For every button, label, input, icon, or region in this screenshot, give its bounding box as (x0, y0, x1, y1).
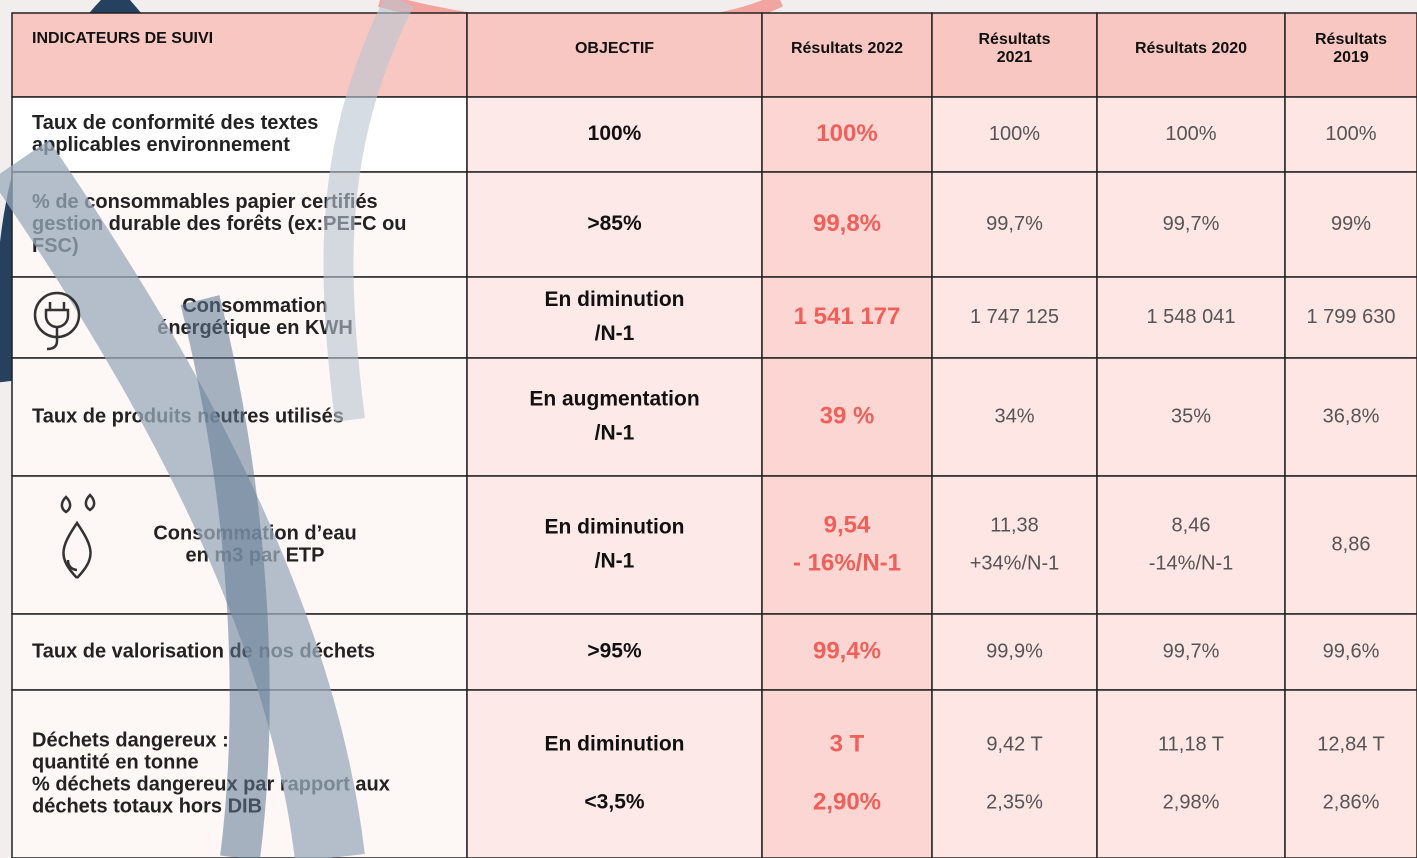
table-cell (467, 690, 762, 858)
cell-text: -14%/N-1 (1149, 552, 1233, 574)
slide: INDICATEURS DE SUIVI OBJECTIF Résultats 20… (0, 0, 1417, 858)
header-text: Résultats 2022 (791, 40, 903, 57)
cell-text: 1 541 177 (794, 303, 901, 330)
cell-text: 100% (588, 122, 642, 145)
cell-text: Déchets dangereux : (32, 729, 229, 751)
cell-text: 2,90% (813, 788, 881, 815)
cell-text: 100% (1165, 123, 1216, 145)
cell-text: 99,7% (1163, 640, 1220, 662)
cell-text: /N-1 (595, 550, 635, 573)
cell-text: 99,4% (813, 637, 881, 664)
cell-text: 99% (1331, 213, 1371, 235)
cell-text: 99,9% (986, 640, 1043, 662)
cell-text: 8,86 (1332, 533, 1371, 555)
table-cell (1097, 690, 1285, 858)
cell-text: 3 T (830, 730, 865, 757)
header-text: OBJECTIF (575, 40, 654, 57)
cell-text: /N-1 (595, 422, 635, 445)
table-cell (467, 476, 762, 614)
cell-text: 1 799 630 (1307, 306, 1396, 328)
cell-text: 39 % (820, 402, 875, 429)
table-cell (1285, 690, 1417, 858)
cell-text: 99,6% (1323, 640, 1380, 662)
cell-text: 12,84 T (1317, 733, 1384, 755)
cell-text: En augmentation (529, 388, 699, 411)
cell-text: >85% (587, 212, 642, 235)
cell-text: 11,38 (990, 514, 1039, 536)
cell-text: 1 548 041 (1147, 306, 1236, 328)
cell-text: En diminution (545, 516, 685, 539)
cell-text: 2,98% (1163, 791, 1220, 813)
cell-text: - 16%/N-1 (793, 549, 901, 576)
cell-text: 2,35% (986, 791, 1043, 813)
table-cell (932, 690, 1097, 858)
cell-text: 2,86% (1323, 791, 1380, 813)
cell-text: /N-1 (595, 322, 635, 345)
header-text: 2019 (1333, 49, 1369, 66)
header-text: 2021 (997, 49, 1033, 66)
header-text: Résultats (978, 31, 1050, 48)
cell-text: Taux de conformité des textes (32, 112, 318, 134)
table-cell (932, 476, 1097, 614)
cell-text: 34% (994, 405, 1034, 427)
header-text: Résultats (1315, 31, 1387, 48)
table-cell (467, 358, 762, 476)
cell-text: 100% (1325, 123, 1376, 145)
table-cell (762, 476, 932, 614)
header-text: Résultats 2020 (1135, 40, 1247, 57)
cell-text: En diminution (545, 288, 685, 311)
cell-text: 9,42 T (986, 733, 1042, 755)
cell-text: 99,7% (986, 213, 1043, 235)
cell-text: 99,7% (1163, 213, 1220, 235)
cell-text: 8,46 (1172, 514, 1211, 536)
cell-text: +34%/N-1 (970, 552, 1060, 574)
cell-text: 100% (989, 123, 1040, 145)
cell-text: 1 747 125 (970, 306, 1059, 328)
cell-text: 35% (1171, 405, 1211, 427)
table-cell (762, 690, 932, 858)
cell-text: 11,18 T (1158, 733, 1224, 755)
cell-text: 36,8% (1323, 405, 1380, 427)
cell-text: 9,54 (824, 511, 871, 538)
cell-text: 99,8% (813, 210, 881, 237)
header-text: INDICATEURS DE SUIVI (32, 30, 213, 47)
cell-text: quantité en tonne (32, 751, 199, 773)
cell-text: applicables environnement (32, 134, 290, 156)
cell-text: >95% (587, 640, 642, 663)
table-cell (1097, 476, 1285, 614)
cell-text: Taux de valorisation de nos déchets (32, 640, 375, 662)
cell-text: <3,5% (584, 791, 644, 814)
cell-text: 100% (816, 120, 877, 147)
cell-text: En diminution (545, 733, 685, 756)
